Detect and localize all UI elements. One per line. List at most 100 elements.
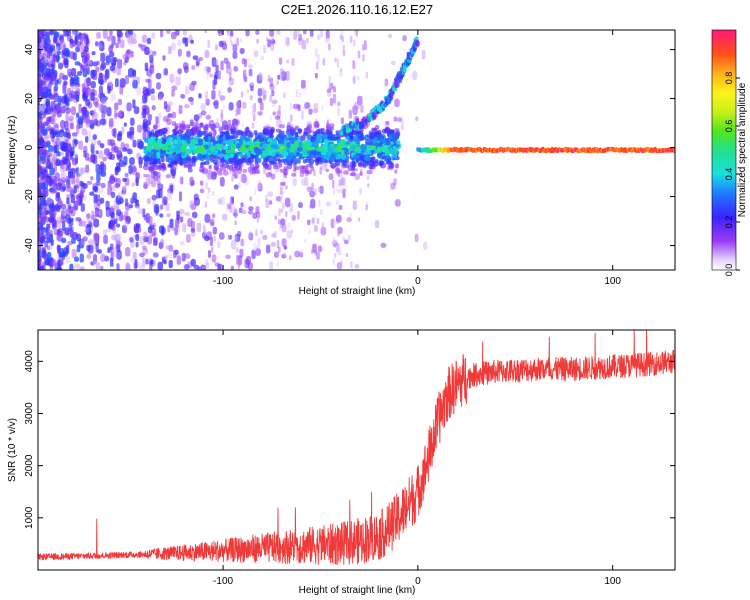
heat-cell (167, 224, 171, 233)
heat-cell (191, 65, 196, 70)
heat-cell (117, 112, 123, 117)
heat-cell (206, 262, 210, 269)
heat-cell (218, 30, 223, 34)
heat-cell (197, 146, 201, 153)
heat-cell (222, 166, 227, 172)
heat-cell (75, 179, 80, 185)
heat-cell (307, 219, 311, 226)
heat-cell (298, 33, 301, 39)
heat-cell (349, 109, 352, 119)
heat-cell (299, 92, 302, 98)
heat-cell (230, 30, 234, 37)
heat-cell (316, 156, 322, 161)
y-tick-label: 0 (24, 144, 35, 150)
heat-cell (283, 151, 289, 157)
heat-cell (156, 82, 161, 90)
heat-cell (336, 214, 342, 223)
heat-cell (113, 110, 117, 120)
heat-cell (80, 183, 86, 194)
heat-cell (235, 208, 238, 216)
heat-cell (260, 55, 264, 61)
heat-cell (49, 94, 55, 100)
heat-cell (204, 235, 210, 242)
heat-cell (285, 70, 290, 81)
heat-cell (345, 252, 349, 258)
heat-cell (98, 103, 104, 112)
heat-cell (125, 50, 131, 60)
heat-cell (171, 89, 175, 97)
snr-panel: -100 0 100 1000 2000 3000 4000 Height of strai… (7, 329, 676, 596)
heat-cell (368, 130, 373, 135)
heat-cell (300, 167, 307, 174)
heat-cell (306, 37, 309, 44)
heat-cell (249, 231, 252, 238)
heat-cell (357, 50, 361, 59)
heat-cell (211, 254, 217, 263)
heat-cell (337, 226, 343, 235)
heat-cell (149, 54, 154, 63)
heat-cell (325, 201, 332, 207)
heat-cell (294, 132, 299, 138)
heat-cell (95, 150, 99, 155)
y-tick-label: -20 (24, 189, 35, 204)
heat-cell (271, 90, 275, 97)
heat-cell (137, 207, 143, 215)
heat-cell (39, 41, 45, 48)
heat-cell (86, 218, 92, 224)
heat-cell (359, 187, 362, 195)
heat-cell (229, 35, 232, 43)
heat-cell (142, 108, 147, 119)
heat-cell (213, 129, 217, 136)
heat-cell (148, 50, 154, 58)
heat-cell (109, 51, 115, 58)
heat-cell (175, 218, 179, 228)
heat-cell (108, 44, 113, 51)
heat-cell (253, 114, 256, 122)
heat-cell (251, 104, 255, 110)
heat-cell (208, 187, 211, 193)
heat-cell (276, 30, 281, 36)
heat-cell (328, 75, 332, 85)
heat-cell (318, 186, 321, 192)
colorbar: 0.0 0.2 0.4 0.6 0.8 Normalized spectral ampl… (711, 29, 748, 276)
heat-cell (109, 30, 113, 37)
heat-cell (220, 159, 226, 163)
heat-cell (53, 145, 58, 154)
heat-cell (130, 197, 134, 204)
heat-cell (223, 57, 229, 64)
heat-cell (352, 77, 355, 83)
heat-cell (227, 87, 232, 93)
heat-cell (385, 140, 391, 146)
heat-cell (77, 116, 84, 125)
snr-axes: -100 0 100 1000 2000 3000 4000 (24, 330, 675, 587)
heat-cell (231, 239, 237, 250)
heat-cell (212, 139, 216, 147)
heat-cell (122, 177, 128, 183)
heat-cell (38, 40, 42, 48)
heat-cell (324, 139, 329, 147)
heat-cell (64, 227, 70, 236)
heat-cell (269, 95, 272, 103)
heat-cell (75, 263, 80, 269)
heat-cell (123, 185, 127, 195)
heat-cell (289, 203, 294, 213)
heat-cell (256, 214, 260, 223)
heat-cell (374, 159, 379, 163)
heat-cell (101, 96, 108, 105)
heat-cell (357, 217, 361, 222)
heat-cell (236, 143, 241, 149)
heat-cell (52, 138, 56, 146)
heat-cell (354, 173, 361, 181)
heat-cell (257, 111, 263, 116)
x-tick-label: 100 (604, 576, 621, 587)
heat-cell (117, 98, 123, 106)
heat-cell (162, 115, 169, 123)
heat-cell (386, 157, 392, 164)
heat-cell (46, 245, 50, 251)
heat-cell (190, 121, 196, 127)
heat-cell (137, 124, 143, 133)
heat-cell (92, 260, 98, 266)
heat-cell (198, 138, 203, 146)
heat-cell (138, 140, 144, 150)
heat-cell (213, 59, 216, 67)
